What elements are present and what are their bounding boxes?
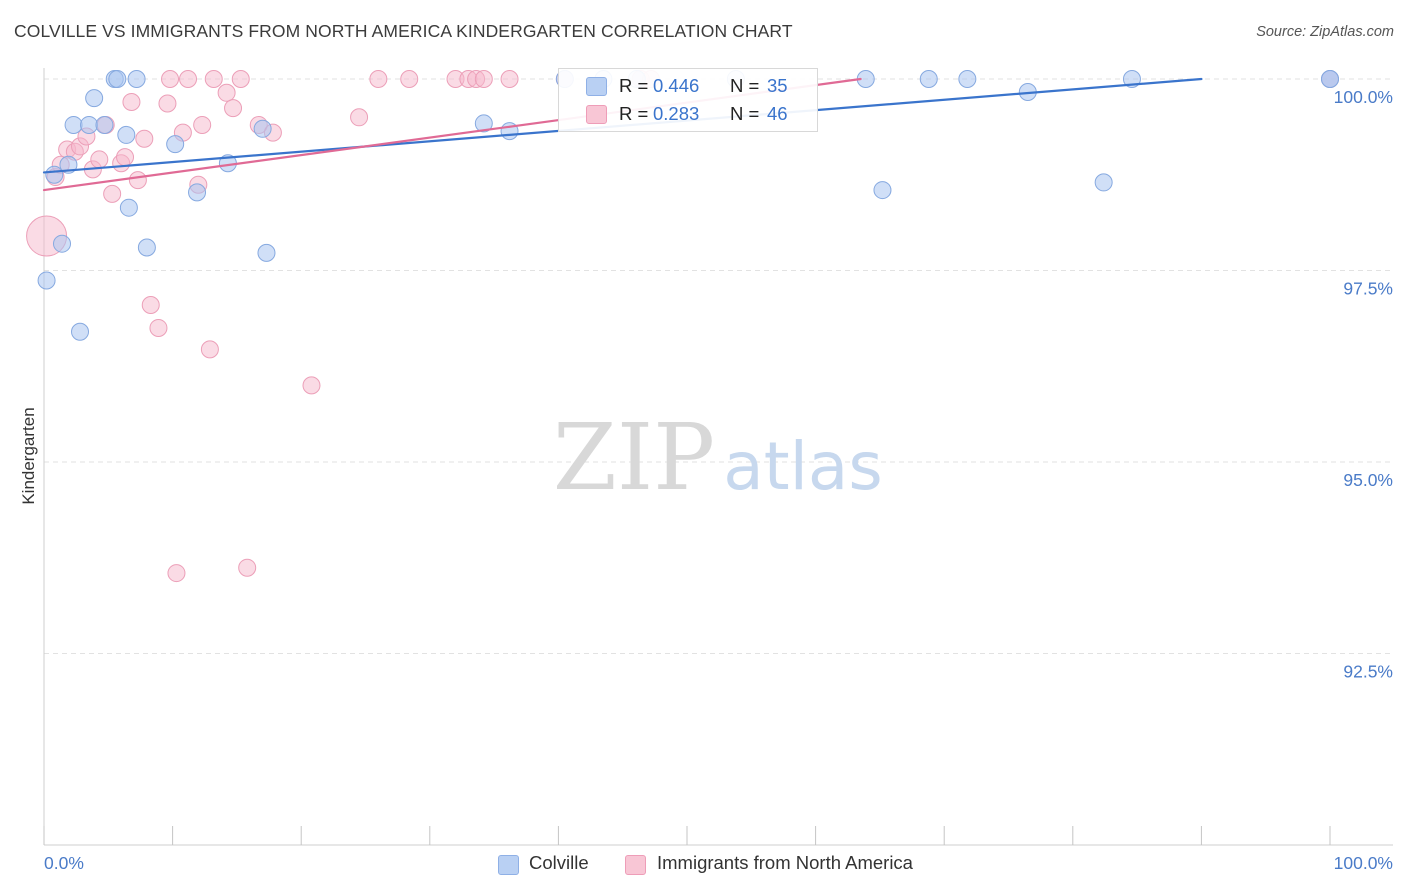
colville-point xyxy=(71,322,90,341)
immigrants-point xyxy=(350,108,369,127)
immigrants-point xyxy=(167,564,186,583)
immigrants-point xyxy=(369,70,388,88)
colville-point xyxy=(80,115,99,134)
colville-point xyxy=(85,89,104,108)
colville-point xyxy=(37,271,56,290)
immigrants-point xyxy=(103,184,122,203)
immigrants-point xyxy=(231,70,250,88)
immigrants-point xyxy=(179,70,198,88)
colville-point xyxy=(108,70,127,88)
legend-n-label: N = xyxy=(730,75,760,96)
colville-point xyxy=(188,183,207,202)
immigrants-point xyxy=(128,171,147,190)
legend-row-immigrants: R = 0.283 N = 46 xyxy=(559,101,817,127)
immigrants-point xyxy=(238,558,257,577)
y-tick-label: 92.5% xyxy=(1343,662,1393,682)
immigrants-point xyxy=(122,92,141,111)
legend-swatch-immigrants xyxy=(586,105,607,124)
legend-r-label: R = xyxy=(619,75,649,96)
colville-point xyxy=(119,198,138,217)
legend-r-value: 0.283 xyxy=(653,103,700,124)
watermark-zip: ZIP xyxy=(553,404,715,511)
immigrants-point xyxy=(116,148,135,167)
legend-swatch-colville xyxy=(586,77,607,96)
bottom-legend-swatch-colville xyxy=(498,855,519,875)
colville-point xyxy=(45,165,64,184)
tick-labels: 92.5% 95.0% 97.5% 100.0% 0.0% 100.0% xyxy=(44,87,1393,873)
legend-n-value: 35 xyxy=(767,75,788,96)
legend-n-label: N = xyxy=(730,103,760,124)
immigrants-point xyxy=(141,295,160,314)
immigrants-point xyxy=(400,70,419,88)
colville-point xyxy=(257,243,276,262)
immigrants-point xyxy=(204,70,223,88)
y-tick-label: 97.5% xyxy=(1343,279,1393,299)
colville-point xyxy=(474,114,493,133)
legend-box: R = 0.446 N = 35 R = 0.283 N = 46 xyxy=(558,68,818,132)
legend-r-value: 0.446 xyxy=(653,75,700,96)
immigrants-point xyxy=(500,70,519,88)
colville-point xyxy=(958,70,977,88)
immigrants-point xyxy=(200,340,219,359)
x-tick-label: 100.0% xyxy=(1334,853,1393,873)
colville-point xyxy=(117,125,136,144)
colville-point xyxy=(127,70,146,88)
colville-point xyxy=(137,238,156,257)
colville-point xyxy=(1094,173,1113,192)
colville-point xyxy=(1321,70,1339,88)
colville-point xyxy=(873,181,892,200)
colville-point xyxy=(95,115,114,134)
immigrants-point xyxy=(302,376,321,395)
chart-title: COLVILLE VS IMMIGRANTS FROM NORTH AMERIC… xyxy=(14,21,793,41)
immigrants-point xyxy=(224,99,243,118)
immigrants-point xyxy=(474,70,493,88)
legend-n-value: 46 xyxy=(767,103,788,124)
bottom-legend-label-colville: Colville xyxy=(529,852,589,873)
watermark-atlas: atlas xyxy=(723,428,883,505)
y-tick-label: 95.0% xyxy=(1343,470,1393,490)
immigrants-point xyxy=(149,318,168,337)
y-tick-label: 100.0% xyxy=(1334,87,1393,107)
immigrants-point xyxy=(161,70,180,88)
colville-point xyxy=(919,70,938,88)
axes xyxy=(43,68,1393,846)
bottom-legend-swatch-immigrants xyxy=(625,855,646,875)
colville-point xyxy=(253,119,272,138)
legend-row-colville: R = 0.446 N = 35 xyxy=(559,73,817,99)
immigrants-point xyxy=(158,94,177,113)
y-axis-label: Kindergarten xyxy=(19,407,38,504)
legend-r-label: R = xyxy=(619,103,649,124)
immigrants-point xyxy=(90,150,109,169)
colville-point xyxy=(53,234,72,253)
source-label: Source: ZipAtlas.com xyxy=(1256,24,1394,40)
immigrants-point xyxy=(217,83,236,102)
colville-point xyxy=(64,115,83,134)
bottom-legend-label-immigrants: Immigrants from North America xyxy=(657,852,913,873)
x-tick-label: 0.0% xyxy=(44,853,84,873)
colville-point xyxy=(166,135,185,154)
immigrants-point xyxy=(193,115,212,134)
immigrants-point xyxy=(135,129,154,148)
